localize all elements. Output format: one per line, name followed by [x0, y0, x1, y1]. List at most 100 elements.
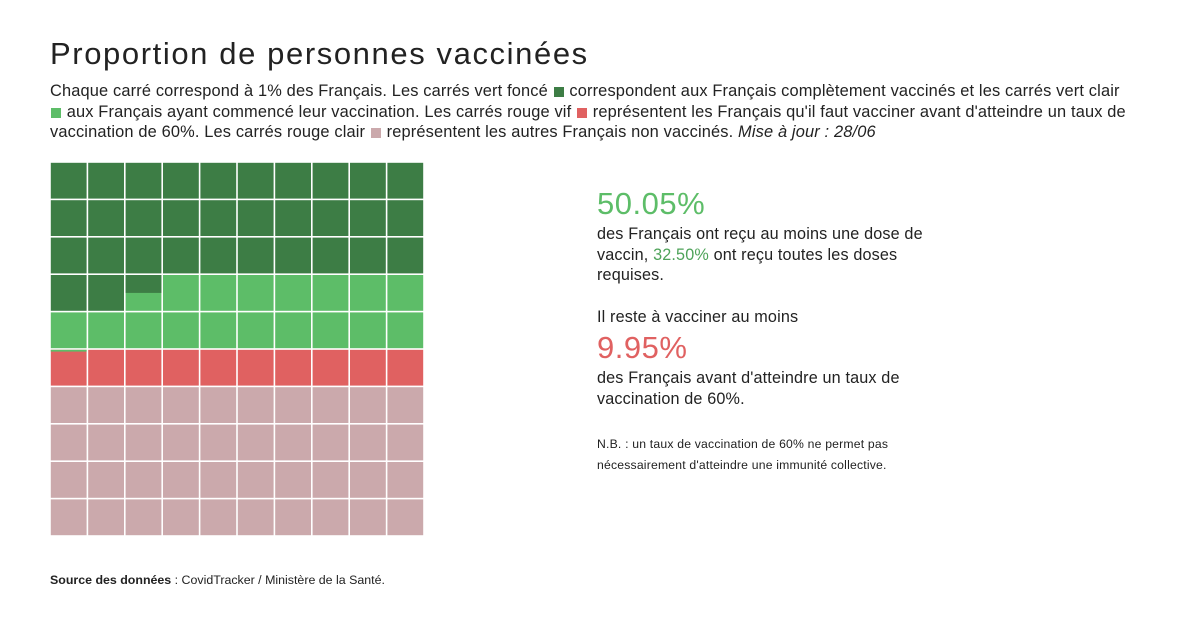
stat-one-dose-value: 50.05%: [597, 186, 706, 221]
waffle-cell: [88, 162, 124, 199]
waffle-cell: [387, 275, 424, 311]
waffle-cell: [275, 349, 311, 386]
stat-remain-text: des Français avant d'atteindre un taux d…: [597, 368, 900, 408]
waffle-cell: [350, 349, 386, 386]
waffle-cell: [275, 312, 311, 349]
legend-light-green-swatch: [51, 107, 61, 118]
waffle-cell: [237, 237, 274, 274]
waffle-cell: [163, 387, 199, 423]
waffle-cell: [50, 387, 87, 423]
waffle-cell: [200, 312, 237, 349]
waffle-cell: [163, 162, 199, 199]
waffle-cell: [275, 462, 311, 498]
waffle-cell: [312, 200, 349, 236]
waffle-cell: [275, 162, 311, 199]
waffle-cell: [275, 499, 311, 536]
waffle-cell: [350, 200, 386, 236]
waffle-cell: [350, 162, 386, 199]
waffle-cell: [312, 312, 349, 349]
description-part-3: aux Français ayant commencé leur vaccina…: [66, 102, 572, 121]
waffle-cell: [88, 387, 124, 423]
description-part-1: Chaque carré correspond à 1% des Françai…: [50, 82, 548, 100]
update-date: Mise à jour : 28/06: [738, 123, 876, 142]
waffle-cell: [237, 162, 274, 199]
stats-panel: 50.05% des Français ont reçu au moins un…: [597, 184, 927, 476]
waffle-cell: [312, 237, 349, 274]
waffle-cell-partial: [50, 349, 87, 352]
waffle-cell: [237, 200, 274, 236]
waffle-cell: [50, 424, 87, 461]
waffle-cell: [275, 275, 311, 311]
waffle-cell: [125, 499, 162, 536]
waffle-cell: [125, 162, 162, 199]
waffle-cell: [275, 237, 311, 274]
waffle-cell: [312, 462, 349, 498]
waffle-cell: [200, 237, 237, 274]
waffle-cell: [312, 424, 349, 461]
waffle-cell: [200, 462, 237, 498]
waffle-cell: [237, 424, 274, 461]
waffle-cell: [163, 200, 199, 236]
legend-dark-green-swatch: [553, 87, 564, 97]
waffle-cell: [88, 237, 124, 274]
legend-bright-red-swatch: [577, 107, 588, 118]
waffle-cell: [200, 349, 237, 386]
waffle-cell: [350, 499, 386, 536]
waffle-cell: [350, 312, 386, 349]
description-part-4: représentent les Français qu'il faut vac…: [50, 102, 1126, 142]
waffle-cell: [163, 237, 199, 274]
legend-light-red-swatch: [370, 128, 381, 139]
waffle-cell: [275, 200, 311, 236]
source-label: Source des données: [50, 573, 172, 587]
waffle-cell: [387, 162, 424, 199]
waffle-cell: [387, 237, 424, 274]
waffle-cell: [350, 275, 386, 311]
waffle-cell: [50, 162, 87, 199]
waffle-chart: [50, 162, 424, 536]
waffle-cell: [237, 275, 274, 311]
waffle-cell: [237, 499, 274, 536]
waffle-cell: [275, 424, 311, 461]
waffle-cell: [387, 424, 424, 461]
waffle-cell: [200, 162, 237, 199]
waffle-cell: [312, 162, 349, 199]
waffle-cell: [237, 462, 274, 498]
waffle-cell: [50, 499, 87, 536]
description-part-2: correspondent aux Français complètement …: [569, 82, 1120, 100]
waffle-cell: [200, 424, 237, 461]
waffle-cell: [88, 275, 124, 311]
stat-remain-value: 9.95%: [597, 329, 688, 365]
stat-one-dose-text: des Français ont reçu au moins une dose …: [597, 224, 927, 286]
source-note: Source des données : CovidTracker / Mini…: [50, 573, 385, 587]
waffle-cell: [125, 387, 162, 423]
waffle-cell: [387, 312, 424, 349]
waffle-cell: [88, 424, 124, 461]
waffle-cell: [125, 462, 162, 498]
waffle-cell-partial: [125, 275, 162, 293]
waffle-cell: [50, 349, 87, 386]
waffle-cell: [50, 237, 87, 274]
waffle-cell: [312, 387, 349, 423]
source-text: : CovidTracker / Ministère de la Santé.: [171, 573, 385, 587]
waffle-cell: [125, 424, 162, 461]
waffle-cell: [387, 499, 424, 536]
waffle-cell: [125, 349, 162, 386]
waffle-cell: [387, 200, 424, 236]
waffle-cell: [50, 312, 87, 349]
waffle-cell: [350, 462, 386, 498]
waffle-cell: [312, 499, 349, 536]
nb-note: N.B. : un taux de vaccination de 60% ne …: [597, 437, 889, 473]
waffle-cell: [88, 349, 124, 386]
waffle-cell: [312, 349, 349, 386]
waffle-cell: [50, 275, 87, 311]
waffle-cell: [387, 349, 424, 386]
waffle-cell: [350, 387, 386, 423]
waffle-cell: [200, 200, 237, 236]
waffle-cell: [50, 200, 87, 236]
stat-one-dose-text-b: ont reçu toutes les doses requises.: [597, 245, 898, 285]
waffle-cell: [387, 462, 424, 498]
waffle-cell: [312, 275, 349, 311]
waffle-cell: [163, 275, 199, 311]
waffle-cell: [237, 312, 274, 349]
waffle-cell: [275, 387, 311, 423]
